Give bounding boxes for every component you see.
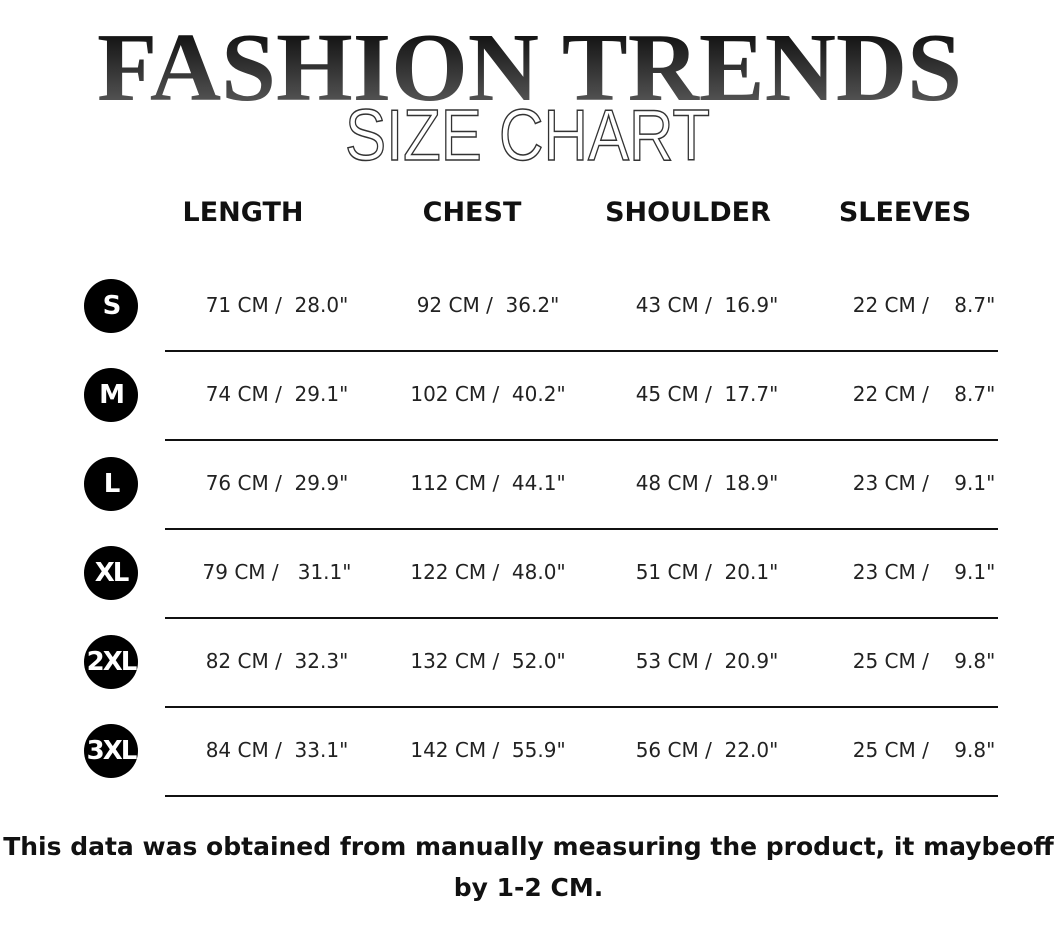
table-cell: 142 CM / 55.9"	[410, 738, 566, 762]
table-cell: 23 CM / 9.1"	[852, 560, 996, 584]
size-badge: 3XL	[84, 724, 138, 778]
title-graphic: FASHION TRENDS SIZE CHART	[97, 14, 962, 177]
column-header-chest: CHEST	[422, 197, 522, 228]
table-cell: 84 CM / 33.1"	[205, 738, 349, 762]
table-cell: 92 CM / 36.2"	[416, 293, 560, 317]
row-divider	[165, 706, 998, 708]
page-subtitle: SIZE CHART	[345, 96, 710, 176]
row-divider	[165, 528, 998, 530]
table-cell: 102 CM / 40.2"	[410, 382, 566, 406]
table-cell: 79 CM / 31.1"	[202, 560, 352, 584]
row-divider	[165, 350, 998, 352]
table-cell: 51 CM / 20.1"	[635, 560, 779, 584]
size-badge: L	[84, 457, 138, 511]
column-header-sleeves: SLEEVES	[838, 197, 972, 228]
table-cell: 82 CM / 32.3"	[205, 649, 349, 673]
table-cell: 25 CM / 9.8"	[852, 738, 996, 762]
table-cell: 132 CM / 52.0"	[410, 649, 566, 673]
table-cell: 23 CM / 9.1"	[852, 471, 996, 495]
table-cell: 48 CM / 18.9"	[635, 471, 779, 495]
row-divider	[165, 795, 998, 797]
table-cell: 53 CM / 20.9"	[635, 649, 779, 673]
table-cell: 45 CM / 17.7"	[635, 382, 779, 406]
row-divider	[165, 439, 998, 441]
size-badge: 2XL	[84, 635, 138, 689]
measurement-note: This data was obtained from manually mea…	[0, 826, 1057, 908]
page-title: FASHION TRENDS	[97, 14, 962, 122]
table-cell: 112 CM / 44.1"	[410, 471, 566, 495]
table-cell: 22 CM / 8.7"	[852, 293, 996, 317]
table-cell: 76 CM / 29.9"	[205, 471, 349, 495]
table-cell: 25 CM / 9.8"	[852, 649, 996, 673]
note-line-1: This data was obtained from manually mea…	[3, 832, 1054, 861]
size-badge: M	[84, 368, 138, 422]
table-cell: 71 CM / 28.0"	[205, 293, 349, 317]
column-header-length: LENGTH	[182, 197, 304, 228]
table-cell: 43 CM / 16.9"	[635, 293, 779, 317]
size-badge: XL	[84, 546, 138, 600]
table-cell: 122 CM / 48.0"	[410, 560, 566, 584]
column-header-shoulder: SHOULDER	[605, 197, 771, 228]
table-cell: 56 CM / 22.0"	[635, 738, 779, 762]
note-line-2: by 1-2 CM.	[453, 873, 604, 902]
table-cell: 74 CM / 29.1"	[205, 382, 349, 406]
row-divider	[165, 617, 998, 619]
size-badge: S	[84, 279, 138, 333]
table-cell: 22 CM / 8.7"	[852, 382, 996, 406]
